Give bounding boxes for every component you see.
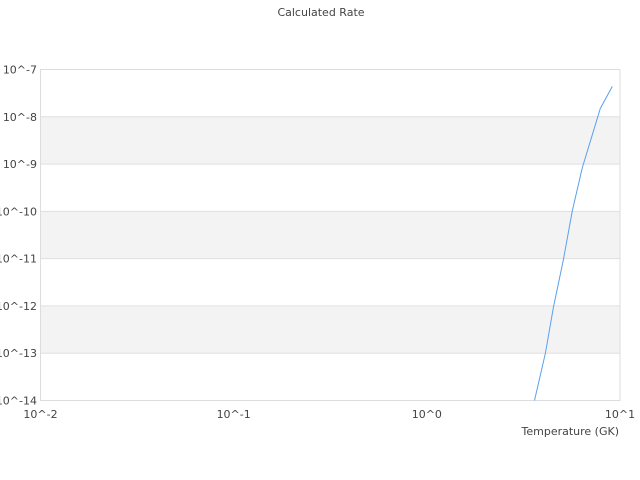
series-line xyxy=(534,86,613,401)
y-tick-label: 10^-9 xyxy=(3,158,37,171)
y-tick-label: 10^-8 xyxy=(3,111,37,124)
y-tick-label: 10^-12 xyxy=(0,300,37,313)
x-tick-label: 10^-1 xyxy=(217,408,251,421)
y-tick-label: 10^-14 xyxy=(0,395,37,408)
x-tick-label: 10^-2 xyxy=(23,408,57,421)
grid-band xyxy=(40,116,620,165)
x-tick-label: 10^0 xyxy=(412,408,442,421)
chart-title: Calculated Rate xyxy=(277,6,364,19)
y-tick-label: 10^-11 xyxy=(0,253,37,266)
y-tick-label: 10^-10 xyxy=(0,205,37,218)
grid-band xyxy=(40,305,620,354)
grid-band xyxy=(40,211,620,259)
y-tick-label: 10^-13 xyxy=(0,347,37,360)
x-axis-label: Temperature (GK) xyxy=(521,425,620,438)
y-tick-label: 10^-7 xyxy=(3,64,37,77)
plot-frame xyxy=(40,69,621,401)
x-tick-label: 10^1 xyxy=(605,408,635,421)
